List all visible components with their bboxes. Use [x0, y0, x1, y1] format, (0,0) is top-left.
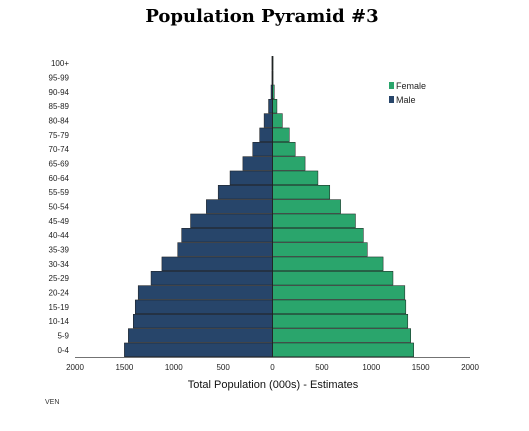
legend-swatch-female	[389, 82, 394, 89]
category-label-95-99: 95-99	[49, 74, 70, 83]
legend-label-female: Female	[396, 81, 426, 91]
x-tick-label: 2000	[461, 363, 479, 372]
x-tick-label: 500	[315, 363, 329, 372]
bar-female-5-9	[272, 328, 411, 343]
bar-male-15-19	[134, 299, 273, 314]
bar-female-30-34	[272, 256, 384, 271]
bar-female-10-14	[272, 314, 409, 329]
bar-male-85-89	[268, 99, 273, 114]
legend-swatch-male	[389, 96, 394, 103]
x-tick-label: 1500	[412, 363, 430, 372]
category-label-65-69: 65-69	[49, 160, 70, 169]
bars-group	[124, 56, 414, 357]
bar-male-70-74	[252, 142, 273, 157]
bar-female-80-84	[272, 113, 283, 128]
category-labels: 0-4 5-9 10-14 15-19 20-24 25-29 30-34 35-39 40-4…	[49, 59, 70, 355]
category-label-100+: 100+	[51, 59, 69, 68]
bar-male-20-24	[137, 285, 273, 300]
bar-female-50-54	[272, 199, 341, 214]
x-tick-labels: 2000 1500 1000 500 0 500 1000 1500 2000	[66, 363, 479, 372]
bar-male-35-39	[177, 242, 273, 257]
legend-label-male: Male	[396, 95, 416, 105]
bar-female-45-49	[272, 213, 356, 228]
bar-male-10-14	[133, 314, 273, 329]
category-label-10-14: 10-14	[49, 317, 70, 326]
bar-female-65-69	[272, 156, 306, 171]
bar-male-45-49	[190, 213, 273, 228]
bar-male-0-4	[124, 342, 273, 357]
category-label-80-84: 80-84	[49, 117, 70, 126]
category-label-35-39: 35-39	[49, 246, 70, 255]
category-label-40-44: 40-44	[49, 231, 70, 240]
x-tick-label: 1000	[165, 363, 183, 372]
bar-female-70-74	[272, 142, 296, 157]
bar-female-85-89	[272, 99, 278, 114]
bar-male-65-69	[242, 156, 273, 171]
x-tick-label: 0	[270, 363, 275, 372]
x-axis-label: Total Population (000s) - Estimates	[188, 379, 359, 391]
category-label-20-24: 20-24	[49, 289, 70, 298]
category-label-30-34: 30-34	[49, 260, 70, 269]
bar-female-15-19	[272, 299, 407, 314]
bar-female-0-4	[272, 342, 414, 357]
country-code: VEN	[45, 399, 59, 406]
bar-male-30-34	[161, 256, 273, 271]
bar-male-25-29	[150, 271, 273, 286]
x-tick-label: 500	[216, 363, 230, 372]
category-label-45-49: 45-49	[49, 217, 70, 226]
bar-male-50-54	[206, 199, 273, 214]
bar-female-60-64	[272, 170, 319, 185]
bar-male-60-64	[229, 170, 273, 185]
category-label-55-59: 55-59	[49, 188, 70, 197]
category-label-70-74: 70-74	[49, 145, 70, 154]
legend: Female Male	[389, 81, 426, 105]
category-label-0-4: 0-4	[57, 346, 69, 355]
bar-male-55-59	[217, 185, 273, 200]
bar-male-5-9	[128, 328, 273, 343]
x-tick-label: 1500	[115, 363, 133, 372]
bar-female-55-59	[272, 185, 331, 200]
x-tick-label: 1000	[362, 363, 380, 372]
chart-title: Population Pyramid #3	[145, 6, 378, 27]
bar-female-25-29	[272, 271, 394, 286]
bar-male-75-79	[259, 127, 273, 142]
bar-female-75-79	[272, 127, 290, 142]
category-label-5-9: 5-9	[57, 332, 69, 341]
bar-female-35-39	[272, 242, 368, 257]
category-label-50-54: 50-54	[49, 203, 70, 212]
bar-male-40-44	[181, 228, 273, 243]
x-tick-label: 2000	[66, 363, 84, 372]
category-label-85-89: 85-89	[49, 102, 70, 111]
category-label-15-19: 15-19	[49, 303, 70, 312]
bar-male-80-84	[263, 113, 273, 128]
bar-female-20-24	[272, 285, 406, 300]
bar-female-40-44	[272, 228, 364, 243]
category-label-60-64: 60-64	[49, 174, 70, 183]
category-label-90-94: 90-94	[49, 88, 70, 97]
category-label-75-79: 75-79	[49, 131, 70, 140]
category-label-25-29: 25-29	[49, 274, 70, 283]
